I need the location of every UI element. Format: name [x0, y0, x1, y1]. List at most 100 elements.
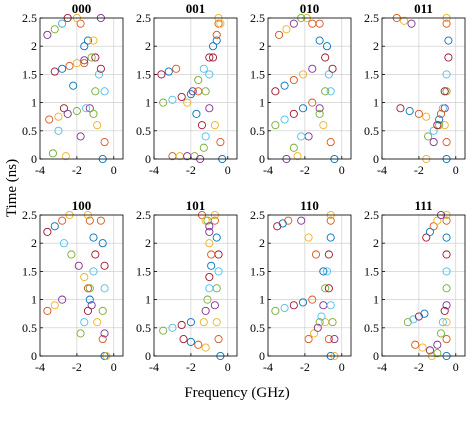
data-point	[210, 301, 219, 310]
data-point	[321, 53, 330, 62]
data-point	[442, 216, 451, 225]
data-point	[420, 309, 429, 318]
x-tick-label: -4	[263, 360, 273, 374]
x-tick-label: -2	[414, 163, 424, 177]
panel-010: 010 -4 -2 0 0 0.5 1 1.5 2 2.5	[250, 1, 352, 177]
y-tick-label: 1	[259, 293, 265, 307]
data-point	[280, 304, 289, 313]
data-point	[304, 335, 313, 344]
x-tick-label: -4	[377, 163, 387, 177]
data-point	[289, 19, 298, 28]
y-tick-label: 0	[31, 152, 37, 166]
data-point	[212, 318, 221, 327]
data-point	[418, 343, 427, 352]
data-point	[91, 250, 100, 259]
x-tick-label: -2	[72, 360, 82, 374]
data-point	[442, 233, 451, 242]
y-tick-label: 1	[373, 293, 379, 307]
y-tick-label: 2.5	[250, 208, 265, 222]
data-point	[96, 216, 105, 225]
panel-title: 011	[414, 1, 433, 16]
data-point	[326, 233, 335, 242]
panel-111: 111 -4 -2 0 0 0.5 1 1.5 2 2.5	[364, 198, 466, 374]
data-point	[442, 70, 451, 79]
data-point	[91, 87, 100, 96]
data-point	[422, 112, 431, 121]
y-tick-label: 2	[31, 236, 37, 250]
data-point	[83, 284, 93, 293]
data-point	[164, 67, 173, 76]
data-point	[298, 298, 308, 307]
data-point	[183, 98, 192, 107]
x-tick-label: 0	[225, 163, 231, 177]
data-point	[98, 306, 107, 315]
x-tick-label: -4	[149, 163, 159, 177]
x-tick-label: -4	[149, 360, 159, 374]
data-point	[433, 349, 442, 358]
data-point	[422, 233, 431, 242]
x-tick-label: 0	[453, 360, 459, 374]
data-point	[58, 19, 67, 28]
y-tick-label: 0.5	[22, 124, 37, 138]
plot-frame	[153, 17, 238, 160]
data-point	[89, 267, 98, 276]
data-point	[58, 216, 67, 225]
data-point	[319, 121, 328, 130]
data-point	[409, 315, 418, 324]
data-point	[74, 261, 83, 270]
data-point	[411, 340, 420, 349]
panel-title: 100	[72, 198, 92, 213]
data-point	[403, 318, 412, 327]
data-point	[82, 104, 91, 113]
data-point	[179, 335, 188, 344]
y-tick-label: 0.5	[364, 124, 379, 138]
data-point	[207, 261, 216, 270]
data-point	[271, 121, 280, 130]
data-point	[315, 19, 324, 28]
data-point	[425, 227, 435, 236]
y-tick-label: 2.5	[136, 11, 151, 25]
y-tick-label: 0.5	[136, 321, 151, 335]
data-point	[192, 109, 201, 118]
y-tick-label: 0	[145, 349, 151, 363]
y-tick-label: 2	[373, 236, 379, 250]
data-point	[177, 92, 186, 102]
y-tick-label: 2	[373, 39, 379, 53]
data-point	[205, 70, 214, 79]
data-point	[89, 233, 98, 242]
data-point	[326, 216, 335, 225]
data-point	[330, 335, 339, 344]
y-tick-label: 1.5	[136, 264, 151, 278]
data-point	[212, 36, 221, 45]
data-point	[85, 295, 94, 304]
data-point	[69, 81, 78, 90]
data-point	[76, 329, 85, 338]
data-point	[280, 115, 289, 124]
y-tick-label: 2.5	[136, 208, 151, 222]
y-tick-label: 1.5	[250, 264, 265, 278]
y-tick-label: 0	[373, 152, 379, 166]
data-point	[313, 323, 322, 332]
data-point	[442, 267, 451, 276]
data-point	[54, 112, 63, 121]
data-point	[201, 306, 210, 315]
data-point	[214, 335, 223, 344]
data-point	[50, 301, 59, 310]
data-point	[442, 301, 451, 310]
x-tick-label: -2	[186, 360, 196, 374]
y-tick-label: 1	[145, 293, 151, 307]
data-point	[405, 107, 414, 116]
data-point	[186, 318, 195, 327]
data-point	[65, 61, 74, 70]
data-point	[157, 70, 166, 79]
plot-frame	[381, 214, 466, 357]
data-point	[442, 318, 451, 327]
data-point	[324, 70, 333, 79]
x-tick-label: -2	[300, 360, 310, 374]
data-point	[85, 216, 94, 225]
data-point	[54, 126, 63, 135]
x-tick-label: 0	[111, 163, 117, 177]
y-tick-label: 0.5	[136, 124, 151, 138]
data-point	[50, 67, 59, 76]
